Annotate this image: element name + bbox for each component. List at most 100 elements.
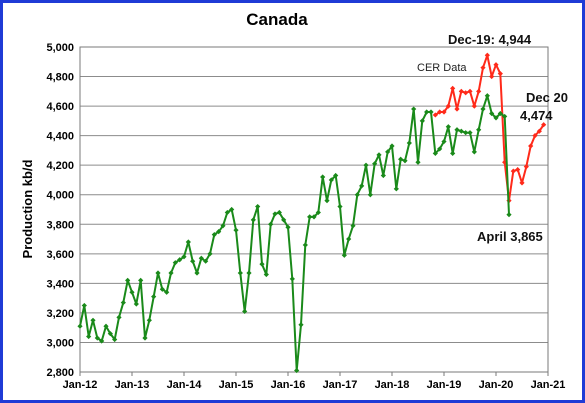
series-0-point [203,258,209,264]
series-0-point [107,330,113,337]
series-0-point [224,209,230,216]
series-0-point [146,317,152,323]
series-0-point [302,242,308,248]
series-0-point [259,261,265,267]
series-1-point [528,143,534,149]
series-1-point [445,103,451,109]
y-tick-label: 3,800 [46,219,74,231]
x-tick-label: Jan-20 [479,379,514,391]
series-0-point [99,338,105,344]
annotation-dec20-value: 4,474 [520,108,553,123]
series-0-point [81,302,87,309]
series-0-point [211,232,217,238]
series-0-point [367,192,373,198]
series-1-point [502,159,508,165]
series-0-point [129,289,135,295]
series-0-point [393,186,399,192]
series-0-point [246,270,252,276]
x-tick-label: Jan-12 [63,379,98,391]
y-tick-label: 2,800 [46,367,74,379]
series-0-point [432,150,438,156]
y-tick-label: 4,400 [46,131,74,143]
series-0-point [398,156,404,162]
series-0-point [263,271,269,278]
series-line-1 [434,54,545,202]
y-tick-label: 4,800 [46,72,74,84]
series-1-point [437,109,443,115]
x-tick-label: Jan-13 [115,379,150,391]
series-1-point [463,90,469,96]
series-0-point [216,229,222,235]
x-tick-label: Jan-17 [323,379,358,391]
series-0-point [155,270,161,276]
x-tick-label: Jan-14 [167,379,203,391]
series-0-point [255,203,261,210]
series-0-point [389,143,395,149]
series-1-point [523,164,529,170]
series-0-point [315,209,321,216]
series-1-point [510,168,516,174]
series-0-point [354,192,360,198]
series-1-point [454,106,460,112]
series-0-point [281,217,287,223]
x-tick-labels: Jan-12 Jan-13 Jan-14 Jan-15 Jan-16 Jan-17 Jan-… [63,372,566,391]
series-0-point [385,149,391,155]
series-0-point [185,239,191,245]
series-0-point [493,115,499,121]
series-0-point [112,336,118,343]
series-0-point [415,159,421,165]
x-tick-label: Jan-15 [219,379,254,391]
series-0-point [346,236,352,242]
series-1-point [515,167,521,173]
series-0-point [237,270,243,276]
series-0-point [298,322,304,328]
series-0-point [168,270,174,276]
x-tick-label: Jan-21 [531,379,566,391]
series-1-point [480,65,486,71]
y-tick-label: 4,200 [46,160,74,172]
series-0-point [220,223,226,229]
series-0-point [159,286,165,292]
series-0-point [194,270,200,276]
series-0-point [454,127,460,133]
annotation-cer-data: CER Data [417,62,467,74]
series-0-point [328,177,334,183]
y-tick-label: 4,000 [46,190,74,202]
annotation-dec20-label: Dec 20 [526,90,568,105]
series-0-point [363,162,369,168]
series-1-point [497,70,503,77]
series-0-point [103,323,109,329]
series-line-0 [79,94,510,372]
series-1-point [519,180,525,186]
series-0-point [229,206,235,213]
production-chart: Canada 2,800 3,000 3,200 3,400 3,600 3,800 4,0… [20,10,568,391]
y-tick-label: 3,400 [46,278,74,290]
y-tick-label: 5,000 [46,42,74,54]
series-0-point [190,258,196,264]
series-0-point [471,149,477,155]
series-0-point [207,251,213,257]
series-0-point [424,109,430,115]
series-1-point [541,122,547,128]
series-0-point [198,255,204,261]
annotation-dec19-peak: Dec-19: 4,944 [448,32,532,47]
series-0-point [480,106,486,112]
series-0-point [337,203,343,210]
series-0-point [458,128,464,134]
series-0-point [402,158,408,164]
series-0-point [233,227,239,233]
series-1-point [484,52,490,58]
series-0-point [242,308,248,315]
series-1-point [489,73,495,80]
series-0-point [311,214,317,220]
series-0-point [120,299,126,306]
series-0-point [372,161,378,167]
series-0-point [506,212,512,218]
series-0-point [77,323,83,329]
series-0-point [437,146,443,152]
series-0-point [285,224,291,230]
series-1-point [532,133,538,139]
x-tick-label: Jan-18 [375,379,410,391]
x-tick-label: Jan-16 [271,379,306,391]
series-0-point [376,152,382,158]
